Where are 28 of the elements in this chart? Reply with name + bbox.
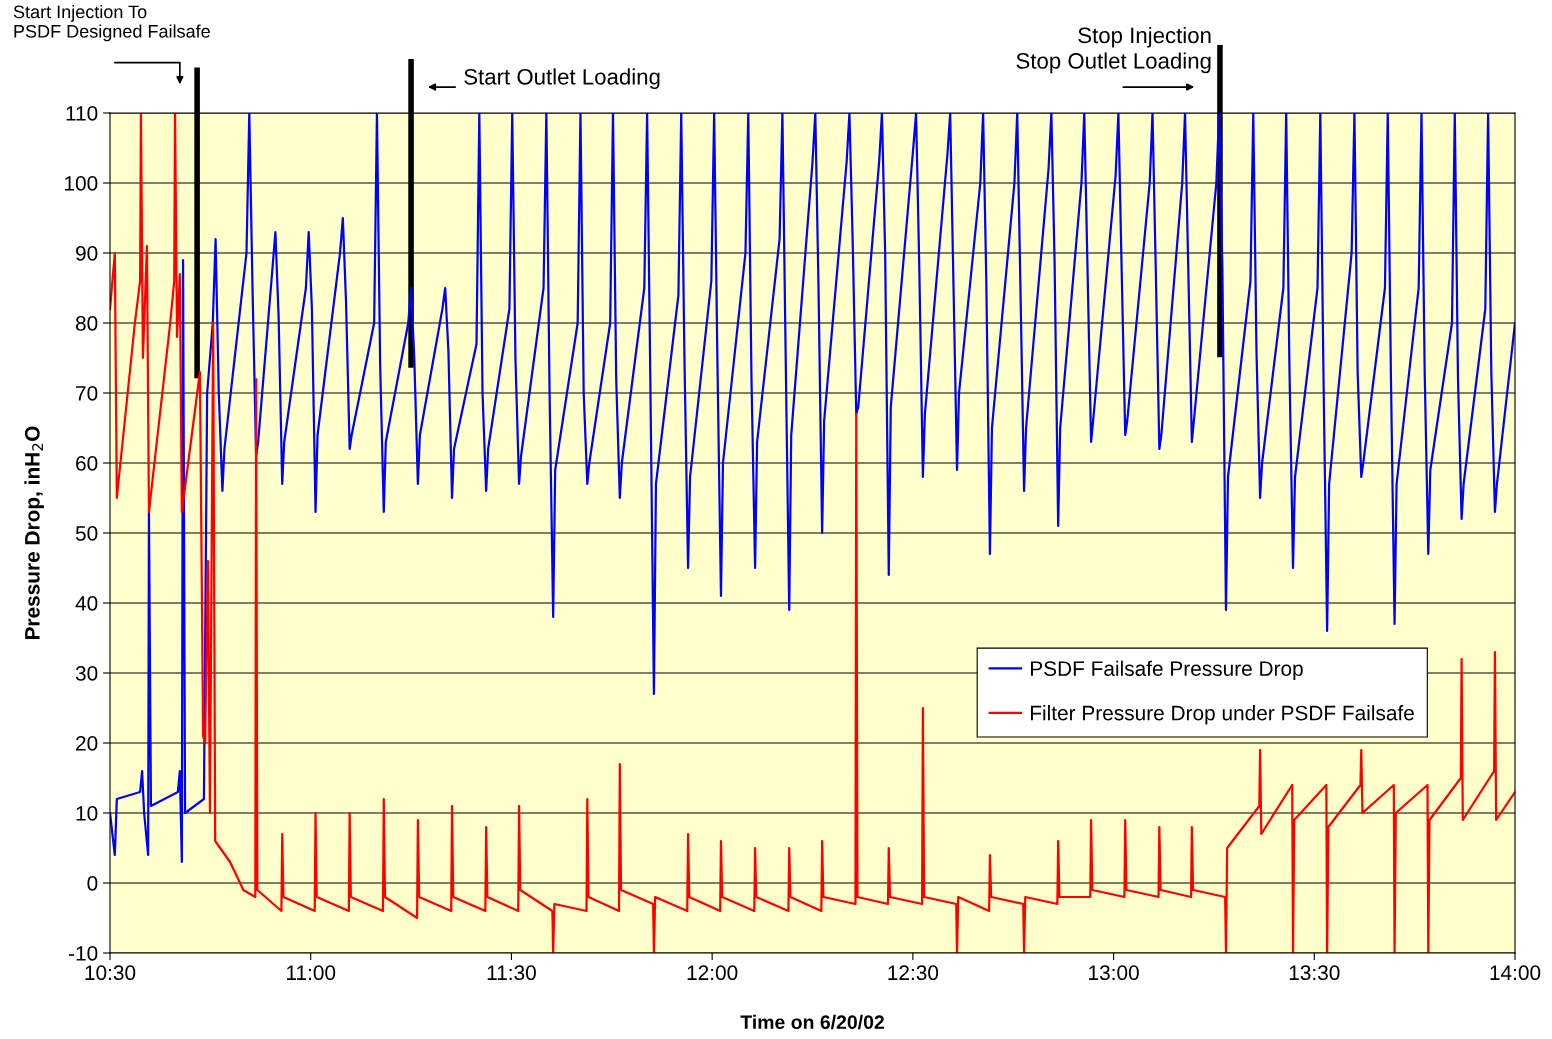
x-axis-title: Time on 6/20/02 bbox=[740, 1014, 884, 1030]
y-tick-label: 60 bbox=[76, 456, 98, 471]
x-tick-label: 10:30 bbox=[85, 965, 136, 981]
y-tick-label: 20 bbox=[76, 736, 98, 751]
y-tick-label: 110 bbox=[66, 106, 98, 121]
y-tick-label: 30 bbox=[75, 666, 98, 681]
ref-line-label: Stop Injection Stop Outlet Loading bbox=[1016, 26, 1211, 74]
y-axis-title: Pressure Drop, inH$_{2}$O bbox=[24, 426, 44, 640]
y-tick-label: 100 bbox=[65, 176, 98, 191]
y-tick-label: 70 bbox=[76, 386, 98, 401]
legend-label: Filter Pressure Drop under PSDF Failsafe bbox=[1030, 705, 1414, 725]
legend-label: PSDF Failsafe Pressure Drop bbox=[1030, 660, 1303, 681]
y-tick-label: 40 bbox=[75, 596, 98, 611]
y-tick-label: 50 bbox=[75, 526, 98, 541]
y-tick-label: 80 bbox=[75, 316, 98, 331]
y-tick-label: 0 bbox=[87, 876, 98, 891]
y-tick-label: 90 bbox=[76, 246, 98, 261]
y-tick-label: 10 bbox=[76, 806, 98, 821]
x-tick-label: 11:00 bbox=[287, 965, 336, 981]
ref-line-label: Start Outlet Loading bbox=[464, 68, 660, 90]
x-tick-label: 11:30 bbox=[487, 965, 536, 981]
x-tick-label: 14:00 bbox=[1490, 965, 1541, 981]
x-tick-label: 12:30 bbox=[888, 965, 939, 981]
y-tick-label: -10 bbox=[69, 946, 98, 961]
ref-line-label: Start Injection To PSDF Designed Failsafe bbox=[13, 5, 210, 42]
x-tick-label: 13:30 bbox=[1289, 965, 1340, 981]
x-tick-label: 13:00 bbox=[1089, 965, 1139, 981]
x-tick-label: 12:00 bbox=[687, 965, 738, 981]
